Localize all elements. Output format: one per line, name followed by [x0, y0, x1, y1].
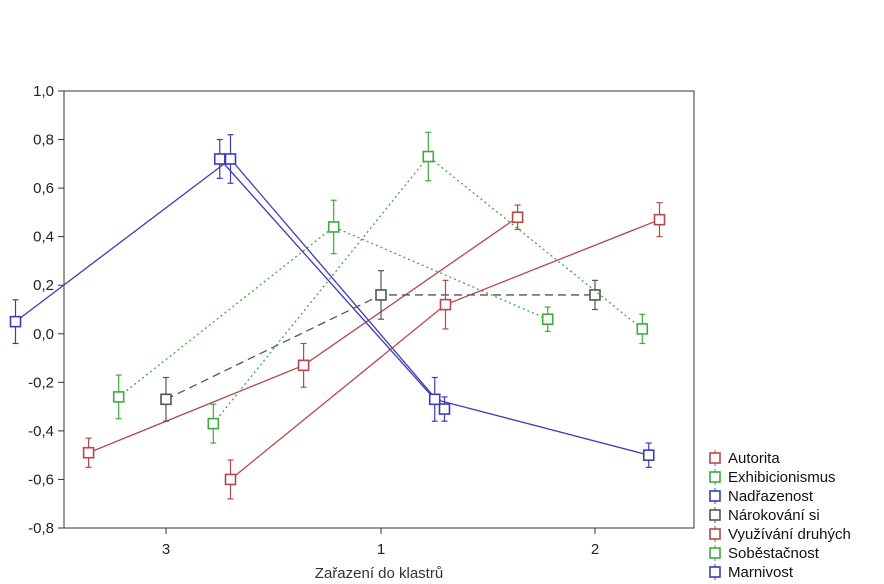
data-point — [441, 300, 451, 310]
y-tick-label: 1,0 — [33, 83, 54, 100]
data-point — [11, 317, 21, 327]
data-point — [513, 212, 523, 222]
legend-item: Marnivost — [710, 564, 794, 581]
legend-marker — [710, 453, 720, 463]
plot-frame — [64, 91, 694, 528]
legend-item: Využívání druhých — [710, 526, 851, 543]
y-tick-label: -0,2 — [28, 374, 54, 391]
x-tick-label: 1 — [377, 541, 385, 558]
data-point — [226, 474, 236, 484]
y-tick-label: -0,8 — [28, 520, 54, 537]
legend-marker — [710, 491, 720, 501]
y-tick-label: -0,4 — [28, 423, 54, 440]
x-tick-label: 3 — [162, 541, 170, 558]
data-point — [299, 360, 309, 370]
data-point — [637, 324, 647, 334]
legend-marker — [710, 548, 720, 558]
legend-item: Soběstačnost — [710, 545, 820, 562]
data-point — [161, 394, 171, 404]
data-point — [543, 314, 553, 324]
legend: Autorita Exhibicionismus Nadřazenost Nároko… — [710, 450, 851, 581]
legend-marker — [710, 510, 720, 520]
data-point — [590, 290, 600, 300]
data-point — [376, 290, 386, 300]
data-point — [215, 154, 225, 164]
data-point — [208, 419, 218, 429]
data-point — [84, 448, 94, 458]
legend-label: Nárokování si — [728, 507, 820, 524]
y-tick-label: 0,2 — [33, 277, 54, 294]
legend-marker — [710, 472, 720, 482]
legend-label: Autorita — [728, 450, 780, 467]
legend-item: Exhibicionismus — [710, 469, 836, 486]
data-point — [644, 450, 654, 460]
data-point — [655, 215, 665, 225]
y-axis: 1,0 0,8 0,6 0,4 0,2 0,0 -0,2 -0,4 -0,6 -0,8 — [28, 83, 64, 537]
x-tick-label: 2 — [591, 541, 599, 558]
y-tick-label: 0,0 — [33, 326, 54, 343]
data-point — [440, 404, 450, 414]
legend-marker — [710, 567, 720, 577]
x-axis: 3 1 2 — [162, 528, 599, 558]
y-tick-label: 0,8 — [33, 132, 54, 149]
y-tick-label: 0,6 — [33, 180, 54, 197]
legend-item: Nadřazenost — [710, 488, 814, 505]
y-tick-label: -0,6 — [28, 471, 54, 488]
legend-label: Využívání druhých — [728, 526, 851, 543]
data-point — [423, 152, 433, 162]
data-point — [226, 154, 236, 164]
legend-label: Exhibicionismus — [728, 469, 836, 486]
data-point — [430, 394, 440, 404]
legend-item: Nárokování si — [710, 507, 820, 524]
legend-label: Soběstačnost — [728, 545, 820, 562]
legend-marker — [710, 529, 720, 539]
data-point — [329, 222, 339, 232]
x-axis-title: Zařazení do klastrů — [315, 565, 443, 582]
y-tick-label: 0,4 — [33, 229, 54, 246]
legend-label: Nadřazenost — [728, 488, 814, 505]
legend-label: Marnivost — [728, 564, 794, 581]
legend-item: Autorita — [710, 450, 780, 467]
data-point — [114, 392, 124, 402]
